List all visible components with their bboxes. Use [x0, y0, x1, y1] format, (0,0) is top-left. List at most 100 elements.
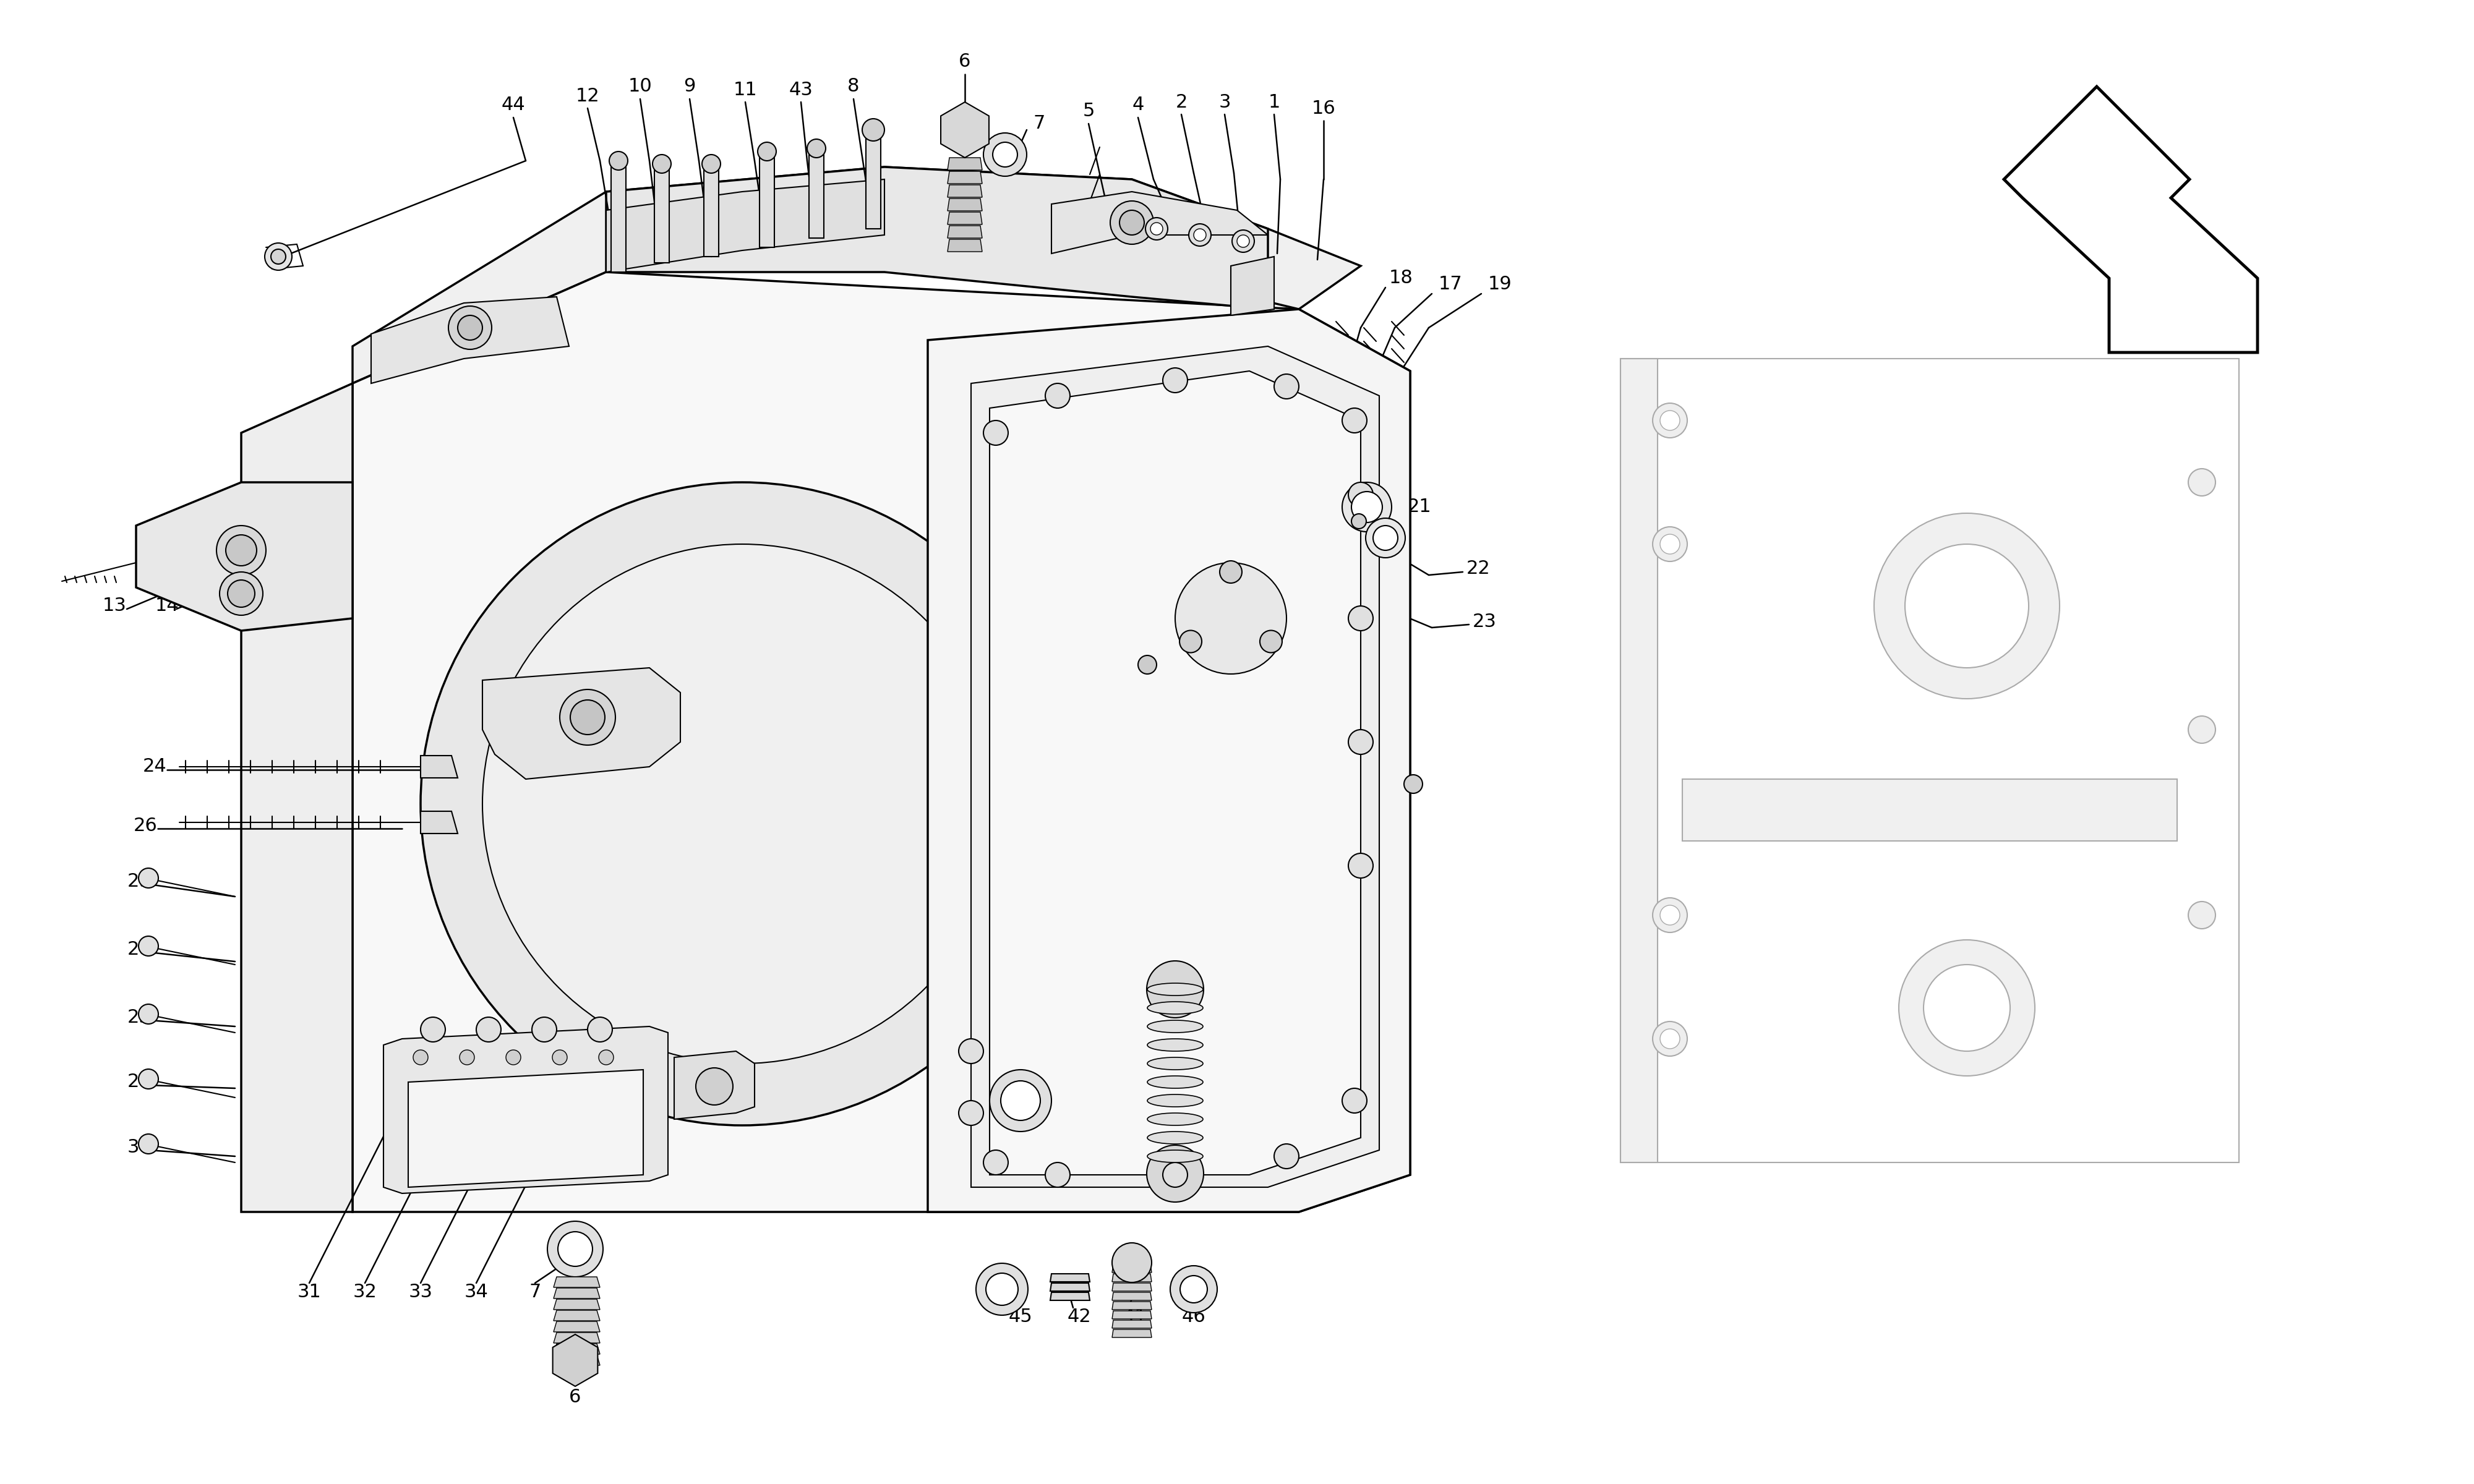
Circle shape: [552, 1117, 567, 1132]
Text: 37: 37: [1076, 1030, 1101, 1048]
Circle shape: [421, 482, 1064, 1125]
Polygon shape: [940, 102, 990, 157]
Circle shape: [960, 1039, 985, 1064]
Circle shape: [1274, 374, 1299, 399]
Polygon shape: [673, 1051, 755, 1119]
Circle shape: [609, 151, 628, 171]
Circle shape: [1150, 223, 1163, 234]
Circle shape: [1170, 1266, 1217, 1313]
Text: 39: 39: [1393, 779, 1415, 797]
Polygon shape: [554, 1288, 599, 1298]
Circle shape: [1351, 491, 1383, 522]
Circle shape: [863, 119, 886, 141]
Circle shape: [1111, 200, 1153, 245]
Circle shape: [599, 1083, 614, 1098]
Circle shape: [547, 1221, 604, 1276]
Polygon shape: [928, 309, 1410, 1212]
Text: 12: 12: [576, 88, 599, 105]
Text: 23: 23: [1472, 613, 1497, 631]
Circle shape: [1653, 527, 1687, 561]
Ellipse shape: [1148, 1150, 1202, 1162]
Circle shape: [1905, 545, 2029, 668]
Polygon shape: [1113, 1321, 1153, 1328]
Polygon shape: [371, 297, 569, 383]
Circle shape: [475, 1017, 500, 1042]
Polygon shape: [554, 1276, 599, 1287]
Circle shape: [985, 134, 1027, 177]
Circle shape: [569, 700, 604, 735]
Polygon shape: [1049, 1293, 1089, 1300]
Text: 7: 7: [1034, 114, 1044, 132]
Polygon shape: [705, 163, 717, 257]
Text: 2: 2: [1175, 93, 1188, 111]
Polygon shape: [1113, 1310, 1153, 1319]
Circle shape: [1232, 230, 1254, 252]
Circle shape: [757, 142, 777, 160]
Polygon shape: [809, 148, 824, 237]
Circle shape: [139, 1134, 158, 1155]
Circle shape: [482, 545, 1002, 1064]
Circle shape: [413, 1117, 428, 1132]
Circle shape: [1653, 898, 1687, 932]
Text: 42: 42: [1066, 1307, 1091, 1327]
Circle shape: [985, 1150, 1009, 1175]
Ellipse shape: [1148, 1057, 1202, 1070]
Circle shape: [2189, 469, 2217, 496]
Polygon shape: [242, 383, 354, 1212]
Polygon shape: [1682, 779, 2177, 841]
Polygon shape: [1620, 359, 2239, 1162]
Text: 32: 32: [354, 1284, 376, 1301]
Circle shape: [1348, 605, 1373, 631]
Text: 41: 41: [1123, 1307, 1148, 1327]
Circle shape: [139, 1005, 158, 1024]
Text: 5: 5: [1084, 102, 1094, 120]
Text: 46: 46: [1183, 1307, 1205, 1327]
Text: 19: 19: [1487, 276, 1512, 294]
Text: 29: 29: [126, 873, 151, 890]
Text: 28: 28: [126, 941, 151, 959]
Circle shape: [559, 690, 616, 745]
Circle shape: [265, 243, 292, 270]
Polygon shape: [554, 1310, 599, 1321]
Polygon shape: [948, 226, 982, 237]
Circle shape: [1660, 905, 1680, 925]
Polygon shape: [653, 163, 668, 263]
Circle shape: [1653, 1021, 1687, 1057]
Circle shape: [552, 1051, 567, 1066]
Text: 7: 7: [529, 1284, 542, 1301]
Text: 11: 11: [732, 80, 757, 98]
Text: 25: 25: [126, 1008, 151, 1025]
Circle shape: [1341, 482, 1390, 531]
Circle shape: [1373, 525, 1398, 551]
Polygon shape: [2004, 86, 2256, 352]
Ellipse shape: [1148, 982, 1202, 996]
Circle shape: [1188, 224, 1212, 246]
Text: 9: 9: [683, 77, 695, 95]
Circle shape: [653, 154, 670, 174]
Circle shape: [272, 249, 287, 264]
Polygon shape: [482, 668, 680, 779]
Text: 43: 43: [789, 80, 814, 98]
Polygon shape: [1049, 1273, 1089, 1282]
Text: 6: 6: [569, 1389, 581, 1407]
Text: 15: 15: [208, 597, 233, 614]
Circle shape: [599, 1051, 614, 1066]
Text: 35: 35: [727, 1092, 752, 1110]
Text: 33: 33: [408, 1284, 433, 1301]
Circle shape: [1148, 962, 1202, 1018]
Polygon shape: [948, 186, 982, 197]
Text: 18: 18: [1388, 269, 1413, 288]
Circle shape: [413, 1083, 428, 1098]
Text: 1: 1: [1269, 93, 1279, 111]
Circle shape: [1163, 1162, 1188, 1187]
Polygon shape: [866, 137, 881, 229]
Circle shape: [1163, 368, 1188, 393]
Text: 44: 44: [502, 96, 524, 114]
Circle shape: [460, 1083, 475, 1098]
Circle shape: [1237, 234, 1249, 248]
Circle shape: [2189, 715, 2217, 743]
Circle shape: [507, 1117, 520, 1132]
Circle shape: [1118, 211, 1143, 234]
Circle shape: [992, 142, 1017, 166]
Polygon shape: [136, 482, 354, 631]
